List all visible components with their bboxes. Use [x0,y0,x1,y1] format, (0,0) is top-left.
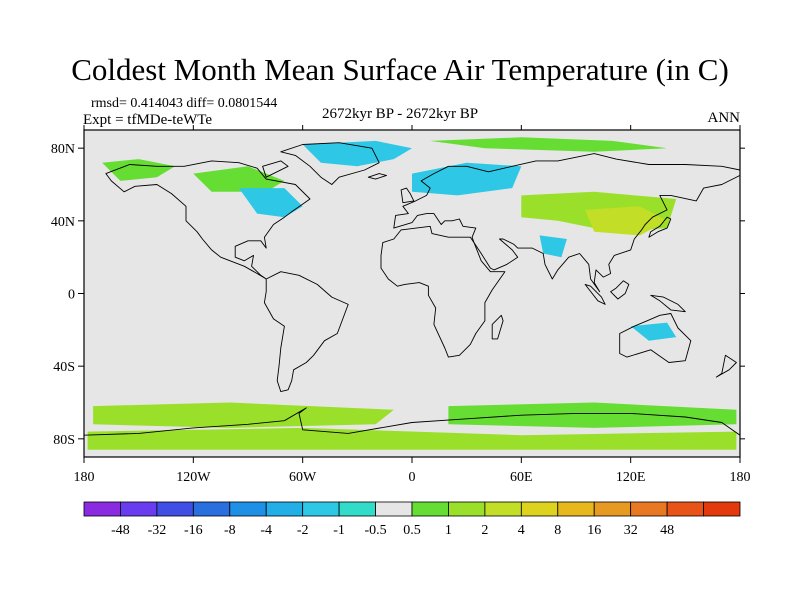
colorbar-swatch [666,501,704,517]
colorbar-swatch [229,501,267,517]
coastline-sumatra [584,283,606,305]
coastline-north-america [105,160,311,280]
colorbar-label: -16 [184,523,203,538]
coastline-iceland [367,173,387,180]
region-southern-ocean-west [93,402,394,428]
lon-tick-label: 180 [74,470,95,485]
colorbar-label: -4 [260,523,272,538]
coastlines [84,142,740,457]
region-alaska [102,159,176,181]
colorbar: -48 -32 -16 -8 -4 -2 -1 -0.5 0.5 1 2 4 8 16 32 48 [83,501,741,538]
coastline-madagascar [491,314,504,340]
region-east-asia [585,206,668,236]
period-label: 2672kyr BP - 2672kyr BP [321,106,479,122]
colorbar-label: 16 [587,523,601,538]
stats-line: rmsd= 0.414043 diff= 0.0801544 [91,96,278,111]
colorbar-swatch [156,501,194,517]
colorbar-label: -32 [148,523,167,538]
coastline-great-britain [400,187,415,204]
colorbar-swatch [375,501,413,517]
lat-tick-label: 80N [51,142,75,157]
lon-tick-label: 0 [409,470,416,485]
colorbar-swatch [338,501,376,517]
colorbar-label: 8 [554,523,561,538]
region-arctic-greenland [302,140,412,167]
colorbar-label: 2 [481,523,488,538]
coastline-borneo [610,280,630,300]
region-australia [630,322,677,341]
colorbar-swatch [302,501,340,517]
coastline-japan [648,216,672,238]
coastline-south-america [263,271,349,393]
colorbar-label: -8 [224,523,236,538]
lat-tick-label: 80S [53,433,75,448]
colorbar-swatch [192,501,231,517]
colorbar-label: 0.5 [403,523,421,538]
region-eastern-north-america [238,188,303,218]
colorbar-label: 32 [624,523,638,538]
colorbar-swatch [520,501,559,517]
experiment-label: Expt = tfMDe-teWTe [83,112,213,128]
coastline-antarctica [84,407,740,457]
map-axes: 180 120W 60W 0 60E 120E 180 80N 40N 0 40S 80S [51,125,751,485]
colorbar-swatch [83,501,121,517]
colorbar-swatch [557,501,595,517]
coastline-australia [619,313,692,363]
colorbar-swatch [120,501,158,517]
lon-tick-label: 60E [510,470,533,485]
lon-tick-label: 120W [176,470,211,485]
colorbar-label: -1 [333,523,345,538]
coastline-new-zealand [715,354,737,378]
colorbar-swatch [593,501,632,517]
lon-tick-label: 180 [730,470,751,485]
coastline-new-guinea [650,294,686,313]
colorbar-swatch [630,501,668,517]
lon-tick-label: 120E [616,470,646,485]
colorbar-label: -48 [111,523,130,538]
lat-tick-label: 40S [53,360,75,375]
lon-tick-label: 60W [289,470,317,485]
coastline-africa [380,225,506,358]
colorbar-label: 48 [660,523,674,538]
coastline-greenland [280,142,380,185]
colorbar-swatch [448,501,486,517]
region-canada [193,166,285,192]
colorbar-label: -0.5 [365,523,387,538]
map-title: Coldest Month Mean Surface Air Temperatu… [71,52,729,87]
region-antarctica [87,427,737,450]
colorbar-swatch [265,501,304,517]
colorbar-swatch [411,501,449,517]
region-southern-ocean-east [448,402,737,428]
colorbar-label: 4 [518,523,525,538]
coastline-baffin-island [262,160,289,178]
colorbar-swatch [484,501,522,517]
lat-tick-label: 0 [68,288,75,303]
season-label: ANN [707,110,741,126]
colorbar-swatch [703,501,741,517]
region-india [539,235,567,258]
region-arctic-siberia [430,137,668,152]
lat-tick-label: 40N [51,215,75,230]
colorbar-label: 1 [445,523,452,538]
colorbar-label: -2 [297,523,309,538]
